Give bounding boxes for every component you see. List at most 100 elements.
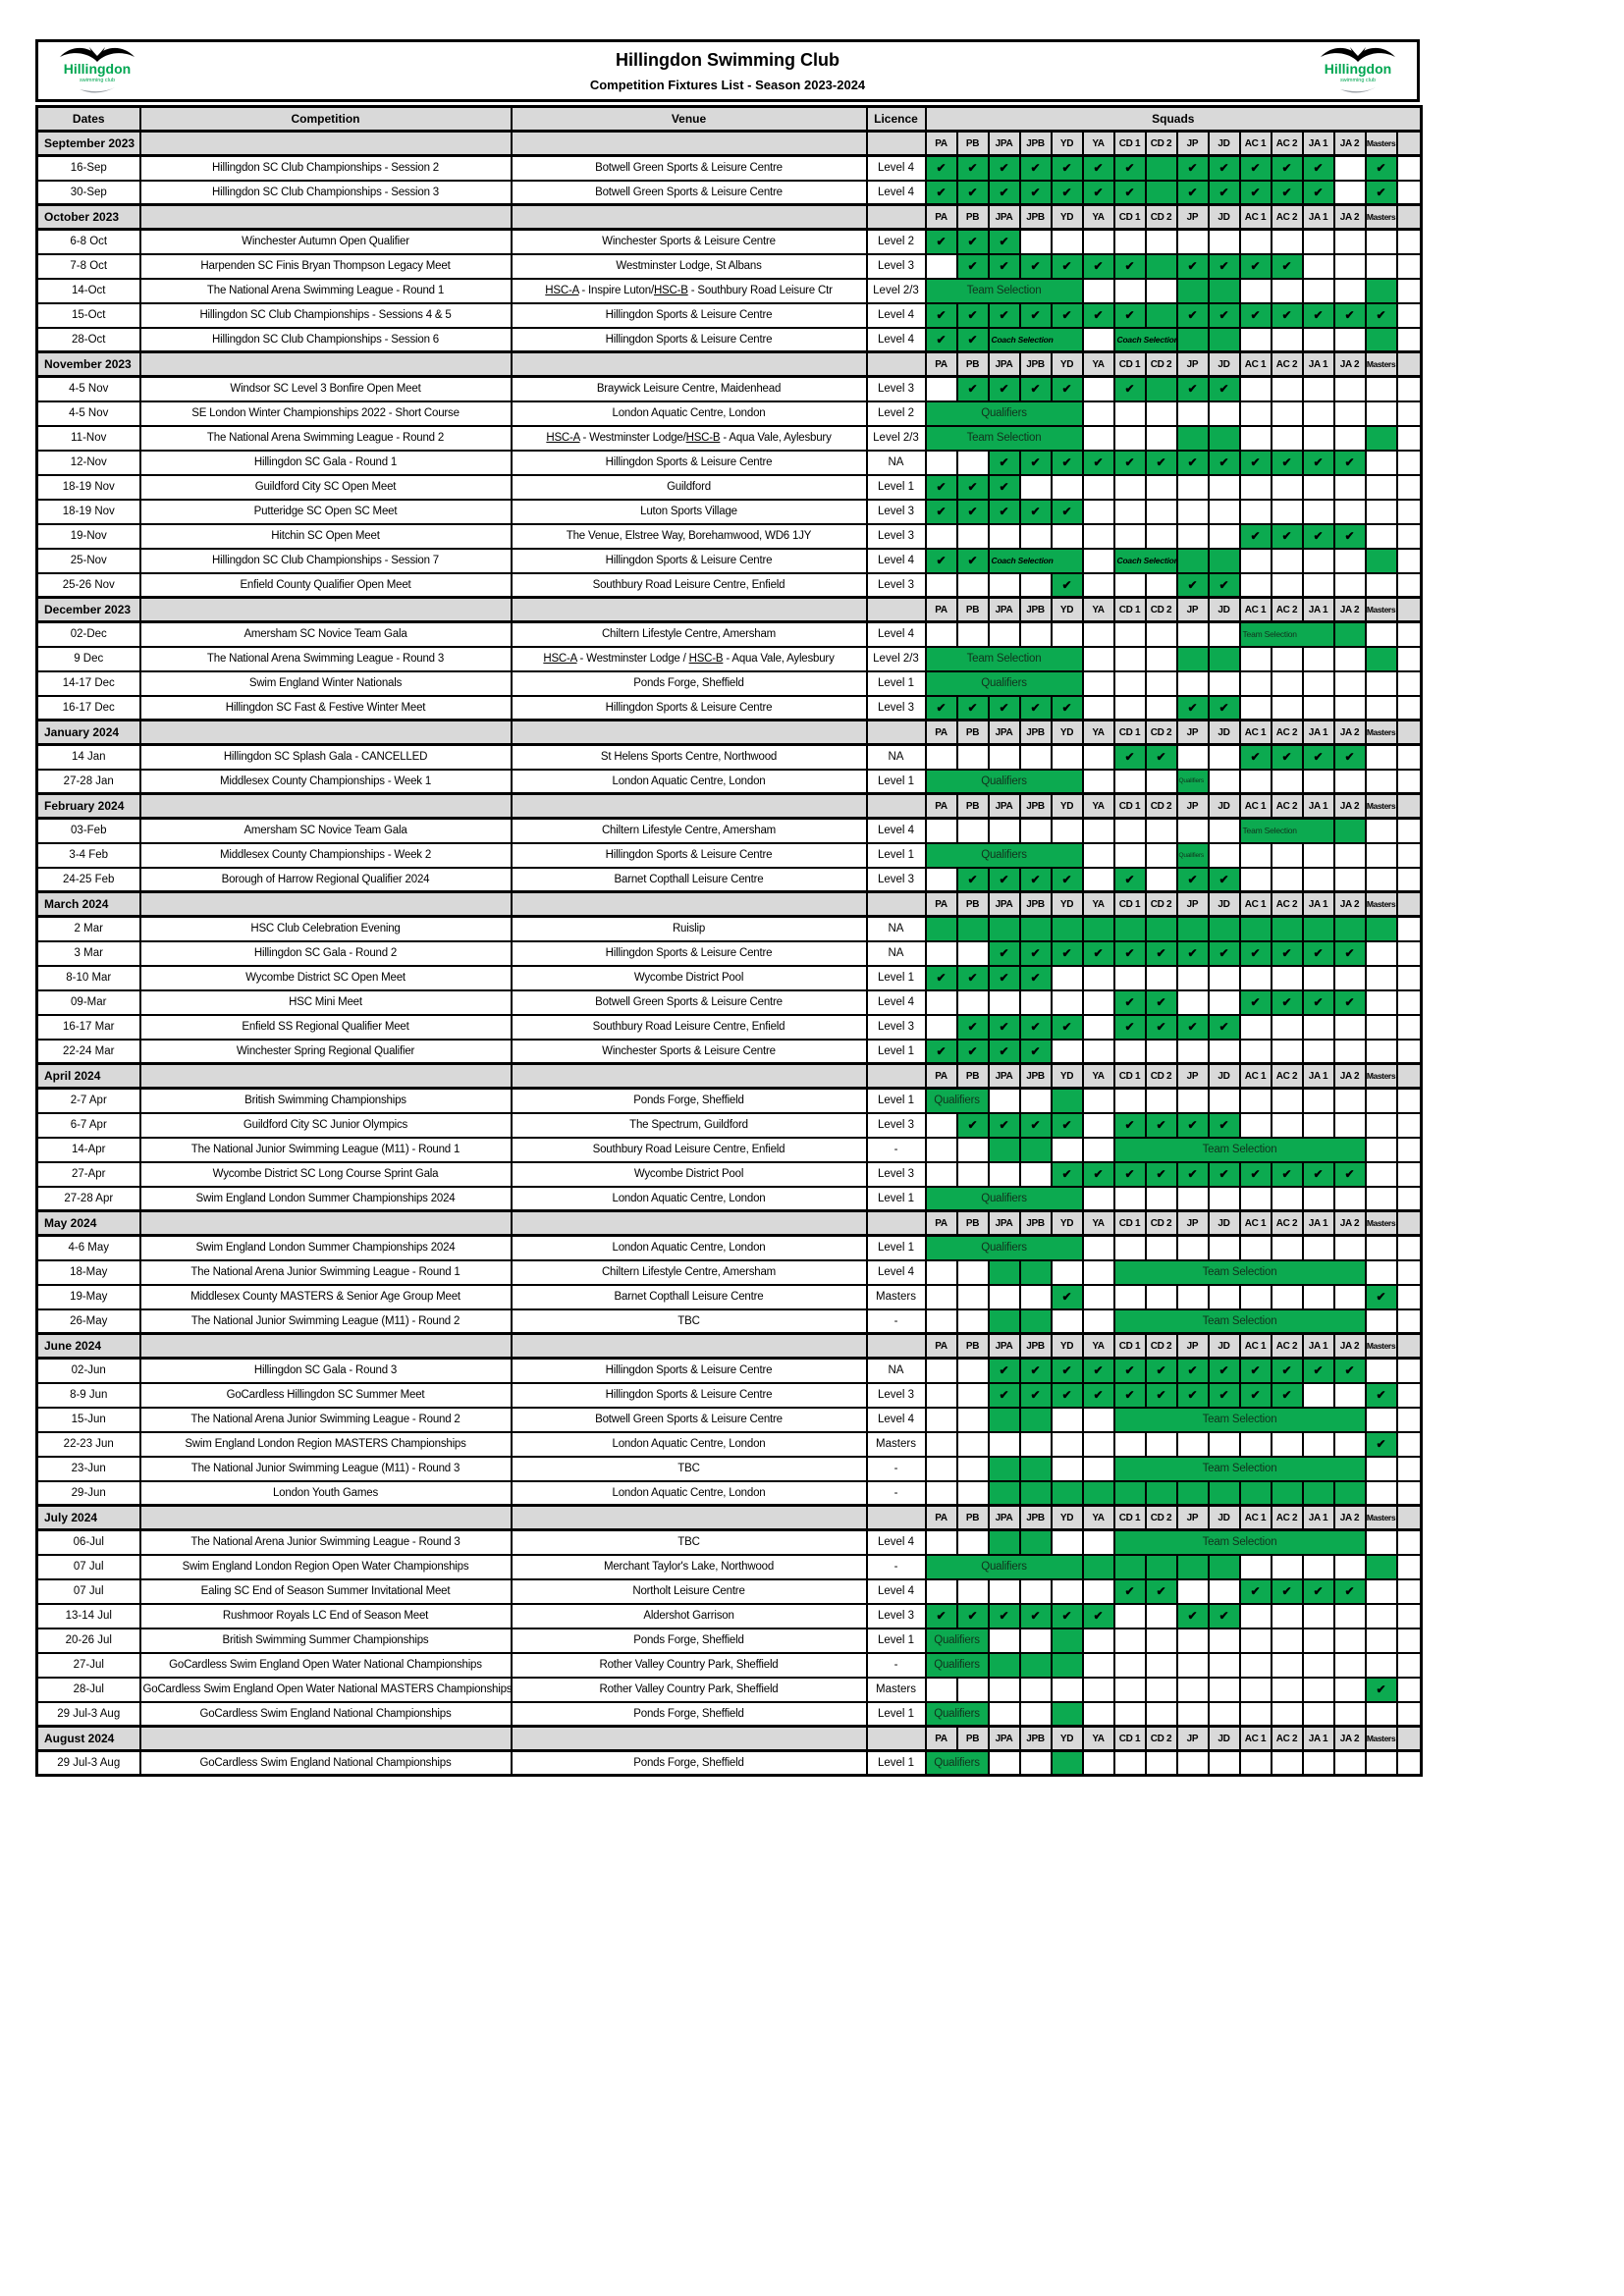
squad-selected-cell [1207, 915, 1241, 942]
squad-empty-cell [1144, 1283, 1178, 1310]
squad-selected-cell [987, 1528, 1021, 1556]
fixture-competition: Middlesex County Championships - Week 2 [138, 841, 513, 869]
squad-column-header: CD 1 [1112, 1504, 1147, 1531]
squad-selected-cell [1301, 1479, 1335, 1507]
squad-empty-cell [1144, 645, 1178, 672]
squad-check-cell: ✔ [1018, 866, 1053, 893]
squad-empty-cell [1112, 1700, 1147, 1728]
fixture-competition: The National Arena Junior Swimming Leagu… [138, 1258, 513, 1286]
squad-check-cell: ✔ [924, 547, 958, 574]
squad-column-header: JP [1175, 890, 1210, 918]
squad-selected-cell [1238, 1479, 1272, 1507]
squad-empty-cell [1332, 1185, 1367, 1212]
squad-column-header: Masters [1364, 1725, 1398, 1752]
squad-empty-cell [1207, 522, 1241, 550]
fixture-venue: Hillingdon Sports & Leisure Centre [510, 1357, 868, 1384]
squad-check-cell: ✔ [1364, 1381, 1398, 1409]
squad-column-header: JA 1 [1301, 203, 1335, 231]
squad-selected-cell [987, 1406, 1021, 1433]
squad-check-cell: ✔ [1050, 571, 1084, 599]
squad-empty-cell [1301, 1381, 1335, 1409]
squad-empty-cell [1081, 1749, 1115, 1777]
squad-empty-cell [987, 1087, 1021, 1114]
row-end-cell [1395, 252, 1423, 280]
squad-empty-cell [1144, 1749, 1178, 1777]
section-band-end [1395, 1062, 1423, 1090]
squad-label-cell: Team Selection [1238, 817, 1335, 844]
fixture-competition: Enfield SS Regional Qualifier Meet [138, 1013, 513, 1041]
squad-column-header: YA [1081, 890, 1115, 918]
squad-column-header: JA 2 [1332, 1504, 1367, 1531]
squad-check-cell: ✔ [1050, 1357, 1084, 1384]
squad-check-cell: ✔ [924, 964, 958, 991]
squad-empty-cell [1332, 1111, 1367, 1139]
section-band-end [1395, 1725, 1423, 1752]
squad-empty-cell [1175, 964, 1210, 991]
squad-check-cell: ✔ [1018, 179, 1053, 206]
squad-empty-cell [924, 743, 958, 771]
squad-column-header: AC 2 [1270, 890, 1304, 918]
squad-empty-cell [1018, 1160, 1053, 1188]
squad-check-cell: ✔ [1301, 939, 1335, 967]
squad-empty-cell [1301, 498, 1335, 525]
squad-empty-cell [1050, 964, 1084, 991]
squad-empty-cell [1081, 1651, 1115, 1679]
squad-empty-cell [1270, 1013, 1304, 1041]
row-end-cell [1395, 841, 1423, 869]
fixture-date: 27-28 Jan [35, 768, 141, 795]
fixture-venue: London Aquatic Centre, London [510, 1430, 868, 1458]
squad-column-header: CD 1 [1112, 130, 1147, 157]
squad-empty-cell [1050, 522, 1084, 550]
squad-empty-cell [1301, 1185, 1335, 1212]
squad-empty-cell [1018, 1087, 1053, 1114]
squad-column-header: CD 1 [1112, 890, 1147, 918]
squad-selected-cell [1270, 915, 1304, 942]
squad-empty-cell [1018, 817, 1053, 844]
fixture-competition: Hillingdon SC Splash Gala - CANCELLED [138, 743, 513, 771]
fixture-competition: Winchester Autumn Open Qualifier [138, 228, 513, 255]
squad-empty-cell [1270, 473, 1304, 501]
squad-check-cell: ✔ [987, 1602, 1021, 1629]
squad-column-header: JPB [1018, 1062, 1053, 1090]
squad-column-header: JD [1207, 130, 1241, 157]
squad-column-header: JPB [1018, 1504, 1053, 1531]
column-header-venue: Venue [510, 105, 868, 133]
squad-empty-cell [1238, 1013, 1272, 1041]
fixture-licence: NA [865, 1357, 927, 1384]
squad-column-header: PB [955, 1209, 990, 1237]
squad-empty-cell [1112, 768, 1147, 795]
month-section-row: May 2024 PA PB JPA JPB YD YA CD 1 CD 2 JP JD AC 1 AC… [35, 1209, 1423, 1237]
fixture-licence: Level 3 [865, 694, 927, 721]
squad-empty-cell [1081, 375, 1115, 402]
fixture-competition: Swim England London Region MASTERS Champ… [138, 1430, 513, 1458]
squad-empty-cell [1144, 841, 1178, 869]
squad-column-header: JPA [987, 1332, 1021, 1360]
squad-check-cell: ✔ [924, 179, 958, 206]
fixture-row: 7-8 Oct Harpenden SC Finis Bryan Thompson… [35, 252, 1423, 280]
fixture-licence: - [865, 1479, 927, 1507]
squad-empty-cell [1364, 252, 1398, 280]
squad-check-cell: ✔ [1238, 252, 1272, 280]
squad-label-cell: Qualifiers [1175, 841, 1210, 869]
fixture-licence: Level 1 [865, 1038, 927, 1065]
squad-empty-cell [1081, 1700, 1115, 1728]
squad-column-header: JPB [1018, 1332, 1053, 1360]
row-end-cell [1395, 669, 1423, 697]
row-end-cell [1395, 1308, 1423, 1335]
squad-check-cell: ✔ [1238, 1577, 1272, 1605]
squad-empty-cell [955, 1676, 990, 1703]
squad-check-cell: ✔ [1301, 743, 1335, 771]
squad-empty-cell [1112, 1283, 1147, 1310]
squad-empty-cell [1364, 841, 1398, 869]
squad-column-header: AC 1 [1238, 1504, 1272, 1531]
squad-column-header: JA 1 [1301, 1332, 1335, 1360]
section-month-label: November 2023 [35, 350, 141, 378]
page-header: Hillingdon swimming club Hillingdon Swim… [35, 39, 1420, 102]
squad-empty-cell [1081, 669, 1115, 697]
squad-label-cell: Qualifiers [924, 1627, 990, 1654]
squad-empty-cell [1364, 1406, 1398, 1433]
squad-empty-cell [1018, 522, 1053, 550]
squad-empty-cell [1238, 669, 1272, 697]
fixture-licence: Level 1 [865, 1087, 927, 1114]
row-end-cell [1395, 964, 1423, 991]
